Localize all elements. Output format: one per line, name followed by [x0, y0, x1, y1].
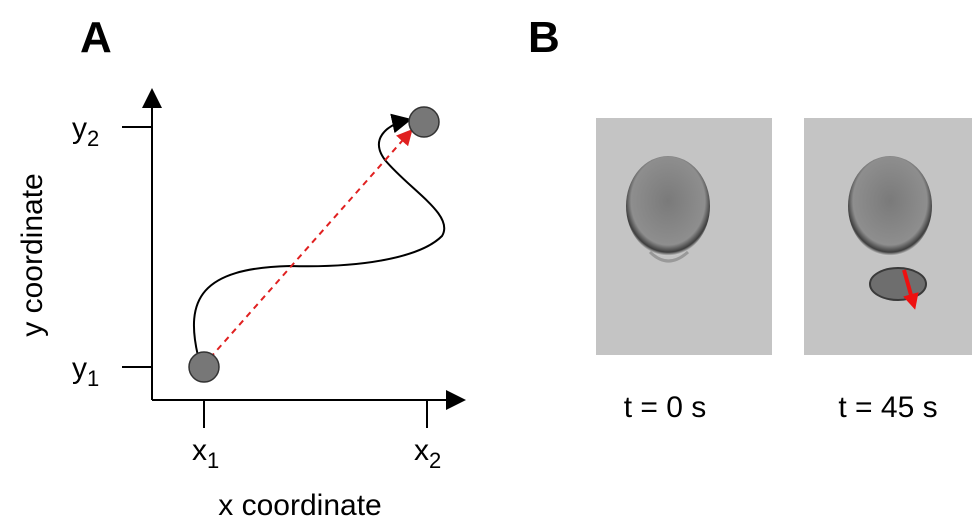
- y-axis-label: y coordinate: [16, 173, 49, 336]
- end-point: [409, 107, 439, 137]
- start-point: [189, 352, 219, 382]
- tick-base: x: [192, 434, 207, 467]
- panel-label: B: [528, 13, 560, 62]
- y-tick-label: y1: [72, 352, 99, 391]
- protrusion: [870, 268, 926, 300]
- caption: t = 45 s: [838, 391, 937, 424]
- tick-base: y: [72, 112, 87, 145]
- tick-base: x: [414, 434, 429, 467]
- x-tick-label: x2: [414, 434, 441, 473]
- displacement: [210, 132, 410, 358]
- trajectory: [194, 120, 444, 356]
- x-tick-label: x1: [192, 434, 219, 473]
- tick-base: y: [72, 352, 87, 385]
- x-axis-label: x coordinate: [218, 489, 381, 522]
- cell: [848, 156, 932, 256]
- y-tick-label: y2: [72, 112, 99, 151]
- caption: t = 0 s: [624, 391, 707, 424]
- tick-sub: 2: [87, 126, 99, 151]
- tick-sub: 1: [87, 366, 99, 391]
- tick-sub: 1: [207, 448, 219, 473]
- tick-sub: 2: [429, 448, 441, 473]
- cell: [626, 156, 710, 256]
- figure: A y2 y1 x1 x2 x coordinate y coordinate …: [0, 0, 972, 527]
- panel-label: A: [80, 13, 112, 62]
